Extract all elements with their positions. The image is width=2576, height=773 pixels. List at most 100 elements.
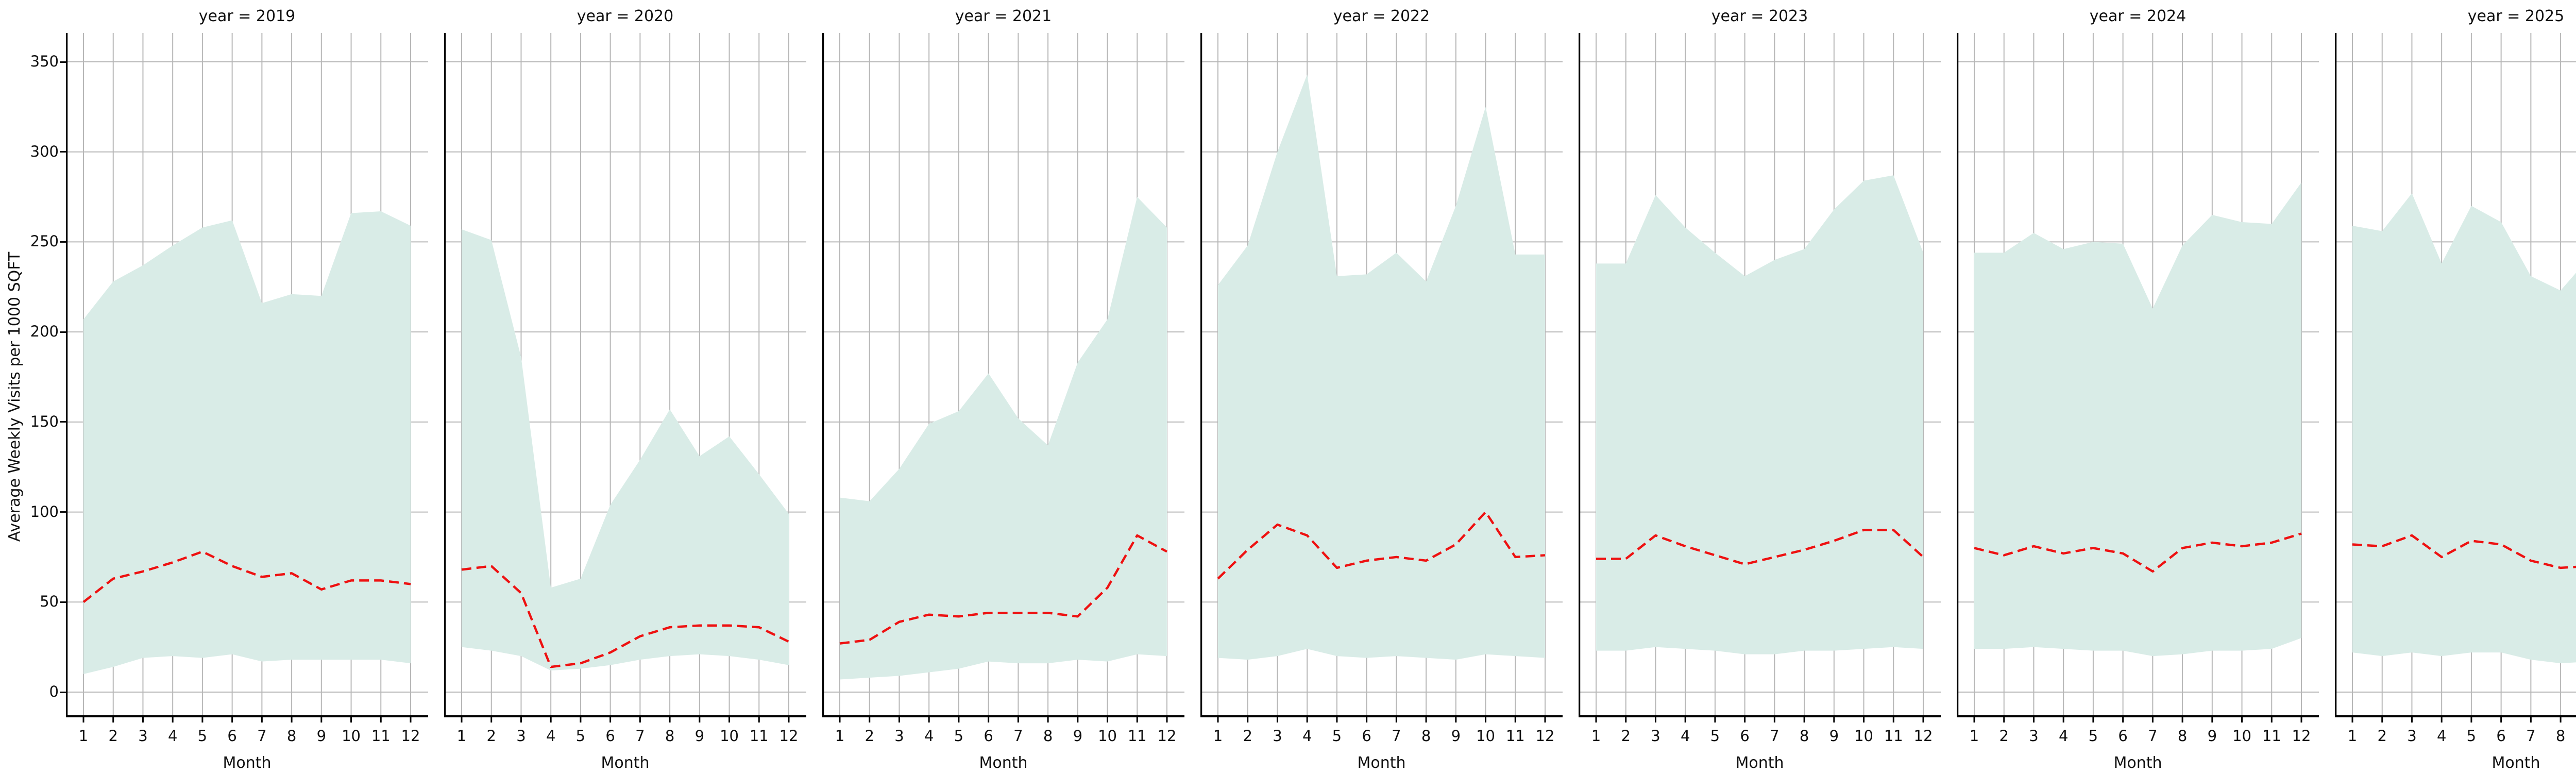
median-line (461, 565, 789, 668)
x-tick-label: 6 (2118, 727, 2127, 745)
x-axis-label: Month (2492, 754, 2540, 772)
x-tick-label: 10 (720, 727, 739, 745)
x-axis-label: Month (979, 754, 1027, 772)
y-tick-label: 350 (30, 53, 59, 70)
x-tick-label: 2 (1243, 727, 1252, 745)
y-tick (60, 241, 66, 243)
x-tick-label: 4 (2437, 727, 2446, 745)
x-tick-label: 9 (317, 727, 326, 745)
x-tick-label: 3 (2029, 727, 2038, 745)
y-tick (60, 61, 66, 63)
x-tick-label: 9 (1073, 727, 1082, 745)
x-tick-label: 7 (257, 727, 266, 745)
x-tick-label: 5 (954, 727, 963, 745)
x-tick-label: 3 (516, 727, 526, 745)
y-tick-label: 50 (40, 593, 59, 611)
percentile-band (1218, 74, 1545, 660)
x-tick-label: 8 (2178, 727, 2187, 745)
facet-panel: year = 2019 1 2 3 4 5 6 7 8 9 10 11 12 Month (66, 0, 444, 773)
x-tick-label: 2 (109, 727, 118, 745)
x-tick-label: 1 (79, 727, 88, 745)
y-tick-label: 150 (30, 412, 59, 430)
x-tick-label: 9 (2208, 727, 2217, 745)
x-tick-label: 4 (546, 727, 555, 745)
facet-title: year = 2021 (955, 7, 1052, 25)
x-tick-label: 2 (1621, 727, 1631, 745)
y-tick-label: 200 (30, 323, 59, 341)
x-tick-label: 7 (1392, 727, 1401, 745)
x-tick-label: 5 (198, 727, 207, 745)
percentile-band (840, 197, 1167, 680)
y-tick (60, 601, 66, 603)
x-tick-label: 12 (1536, 727, 1555, 745)
x-tick-label: 8 (665, 727, 674, 745)
y-tick (60, 151, 66, 153)
facet-title: year = 2024 (2089, 7, 2187, 25)
facet-title: year = 2025 (2467, 7, 2565, 25)
x-tick-label: 1 (835, 727, 844, 745)
x-tick-label: 10 (342, 727, 361, 745)
x-tick-label: 5 (2089, 727, 2098, 745)
x-tick-label: 12 (1914, 727, 1933, 745)
x-tick-label: 1 (2348, 727, 2357, 745)
y-tick-label: 300 (30, 142, 59, 160)
x-tick-label: 11 (1506, 727, 1525, 745)
x-tick-label: 4 (168, 727, 177, 745)
y-axis-label: Average Weekly Visits per 1000 SQFT (5, 251, 24, 542)
x-axis-label: Month (223, 754, 271, 772)
x-tick-label: 4 (1302, 727, 1312, 745)
x-tick-label: 1 (1970, 727, 1979, 745)
x-tick-label: 8 (2556, 727, 2565, 745)
y-tick-label: 0 (49, 683, 59, 700)
x-tick-label: 6 (227, 727, 236, 745)
facet-panel: year = 2022 1 2 3 4 5 6 7 8 9 10 11 12 Month (1200, 0, 1579, 773)
facet-title: year = 2022 (1333, 7, 1430, 25)
x-tick-label: 12 (401, 727, 420, 745)
x-tick-label: 12 (779, 727, 799, 745)
x-tick-label: 11 (1884, 727, 1903, 745)
facet-panel: year = 2023 1 2 3 4 5 6 7 8 9 10 11 12 Month (1579, 0, 1957, 773)
x-tick-label: 2 (1999, 727, 2009, 745)
facet-panel: year = 2024 1 2 3 4 5 6 7 8 9 10 11 12 Month (1957, 0, 2335, 773)
x-tick-label: 6 (1362, 727, 1371, 745)
x-tick-label: 10 (1098, 727, 1117, 745)
x-tick-label: 5 (576, 727, 585, 745)
x-tick-label: 1 (1213, 727, 1223, 745)
x-tick-label: 7 (2148, 727, 2157, 745)
x-axis-label: Month (1357, 754, 1405, 772)
x-axis-label: Month (1735, 754, 1784, 772)
x-tick-label: 2 (2378, 727, 2387, 745)
percentile-band (2352, 193, 2576, 664)
x-tick-label: 5 (1332, 727, 1342, 745)
x-tick-label: 5 (2467, 727, 2476, 745)
x-tick-label: 9 (695, 727, 704, 745)
x-axis-label: Month (601, 754, 649, 772)
x-axis-label: Month (2113, 754, 2162, 772)
facet-panel: year = 2020 1 2 3 4 5 6 7 8 9 10 11 12 Month (444, 0, 822, 773)
x-tick-label: 8 (1421, 727, 1431, 745)
x-tick-label: 3 (894, 727, 904, 745)
x-tick-label: 1 (457, 727, 466, 745)
x-tick-label: 11 (750, 727, 769, 745)
x-tick-label: 3 (1273, 727, 1282, 745)
x-tick-label: 4 (1681, 727, 1690, 745)
x-tick-label: 11 (371, 727, 391, 745)
median-line (1217, 511, 1546, 580)
y-tick (60, 421, 66, 423)
x-tick-label: 7 (1013, 727, 1023, 745)
y-tick (60, 331, 66, 333)
x-tick-label: 12 (1158, 727, 1177, 745)
percentile-band (462, 229, 789, 671)
x-tick-label: 3 (1651, 727, 1660, 745)
x-tick-label: 5 (1710, 727, 1720, 745)
x-tick-label: 9 (1829, 727, 1839, 745)
x-tick-label: 6 (2496, 727, 2505, 745)
